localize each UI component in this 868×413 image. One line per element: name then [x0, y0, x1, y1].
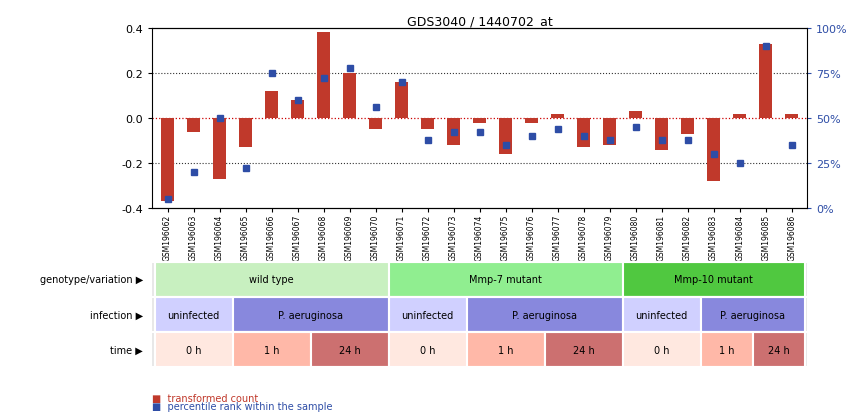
Text: infection ▶: infection ▶	[90, 310, 143, 320]
Text: 24 h: 24 h	[768, 345, 790, 355]
Bar	[187, 119, 200, 132]
Text: 1 h: 1 h	[719, 345, 734, 355]
Bar	[265, 92, 278, 119]
Bar	[473, 119, 486, 123]
Bar	[577, 119, 590, 148]
Text: uninfected: uninfected	[635, 310, 687, 320]
Text: 0 h: 0 h	[654, 345, 669, 355]
Bar	[389, 262, 622, 297]
Text: 0 h: 0 h	[420, 345, 436, 355]
Bar	[525, 119, 538, 123]
Bar	[733, 114, 746, 119]
Bar	[467, 332, 544, 368]
Bar	[395, 83, 408, 119]
Bar	[421, 119, 434, 130]
Bar	[311, 332, 389, 368]
Bar	[291, 101, 304, 119]
Bar	[447, 119, 460, 146]
Bar	[681, 119, 694, 135]
Text: time ▶: time ▶	[110, 345, 143, 355]
Bar	[786, 114, 799, 119]
Bar	[603, 119, 616, 146]
Bar	[551, 114, 564, 119]
Bar	[233, 297, 389, 332]
Bar	[707, 119, 720, 182]
Bar	[369, 119, 382, 130]
Text: Mmp-10 mutant: Mmp-10 mutant	[674, 275, 753, 285]
Bar	[343, 74, 356, 119]
Text: uninfected: uninfected	[401, 310, 454, 320]
Bar	[700, 332, 753, 368]
Text: genotype/variation ▶: genotype/variation ▶	[40, 275, 143, 285]
Text: P. aeruginosa: P. aeruginosa	[720, 310, 786, 320]
Bar	[239, 119, 252, 148]
Bar	[155, 262, 389, 297]
Bar	[213, 119, 226, 179]
Bar	[760, 45, 773, 119]
Text: ■  percentile rank within the sample: ■ percentile rank within the sample	[152, 401, 332, 411]
Text: uninfected: uninfected	[168, 310, 220, 320]
Bar	[753, 332, 805, 368]
Text: 1 h: 1 h	[498, 345, 513, 355]
Bar	[499, 119, 512, 154]
Bar	[622, 262, 805, 297]
Bar	[389, 332, 467, 368]
Bar	[655, 119, 668, 150]
Bar	[622, 332, 700, 368]
Text: ■  transformed count: ■ transformed count	[152, 393, 258, 403]
Text: P. aeruginosa: P. aeruginosa	[512, 310, 577, 320]
Bar	[233, 332, 311, 368]
Bar	[629, 112, 642, 119]
Text: Mmp-7 mutant: Mmp-7 mutant	[469, 275, 542, 285]
Bar	[389, 297, 467, 332]
Text: 0 h: 0 h	[186, 345, 201, 355]
Text: 24 h: 24 h	[573, 345, 595, 355]
Bar	[622, 297, 700, 332]
Bar	[161, 119, 174, 202]
Bar	[700, 297, 805, 332]
Text: wild type: wild type	[249, 275, 294, 285]
Text: 24 h: 24 h	[339, 345, 360, 355]
Text: P. aeruginosa: P. aeruginosa	[278, 310, 343, 320]
Bar	[155, 297, 233, 332]
Bar	[155, 332, 233, 368]
Bar	[544, 332, 622, 368]
Title: GDS3040 / 1440702_at: GDS3040 / 1440702_at	[407, 15, 552, 28]
Text: 1 h: 1 h	[264, 345, 279, 355]
Bar	[467, 297, 622, 332]
Bar	[317, 33, 330, 119]
